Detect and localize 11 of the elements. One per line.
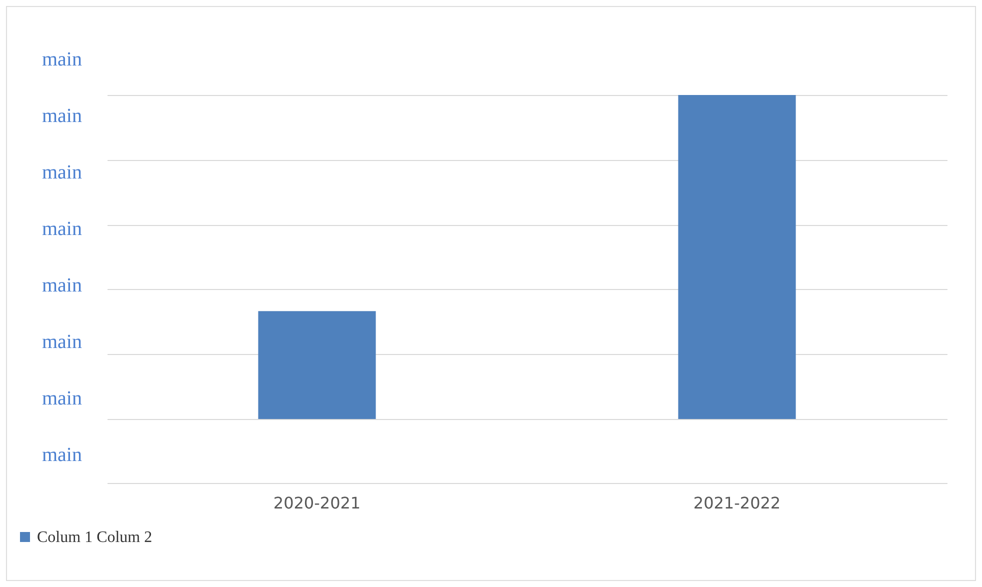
text: main <box>42 104 82 127</box>
text: main <box>42 218 82 240</box>
text: main <box>42 444 82 466</box>
text: main <box>42 387 82 410</box>
text: main <box>42 274 82 296</box>
text: main <box>42 330 82 353</box>
text: main <box>42 48 82 70</box>
x-tick-label: 2020-2021 <box>273 494 361 512</box>
text: main <box>42 161 82 184</box>
x-tick-label: 2021-2022 <box>693 494 781 512</box>
legend-label: Colum 1 Colum 2 <box>37 529 152 546</box>
